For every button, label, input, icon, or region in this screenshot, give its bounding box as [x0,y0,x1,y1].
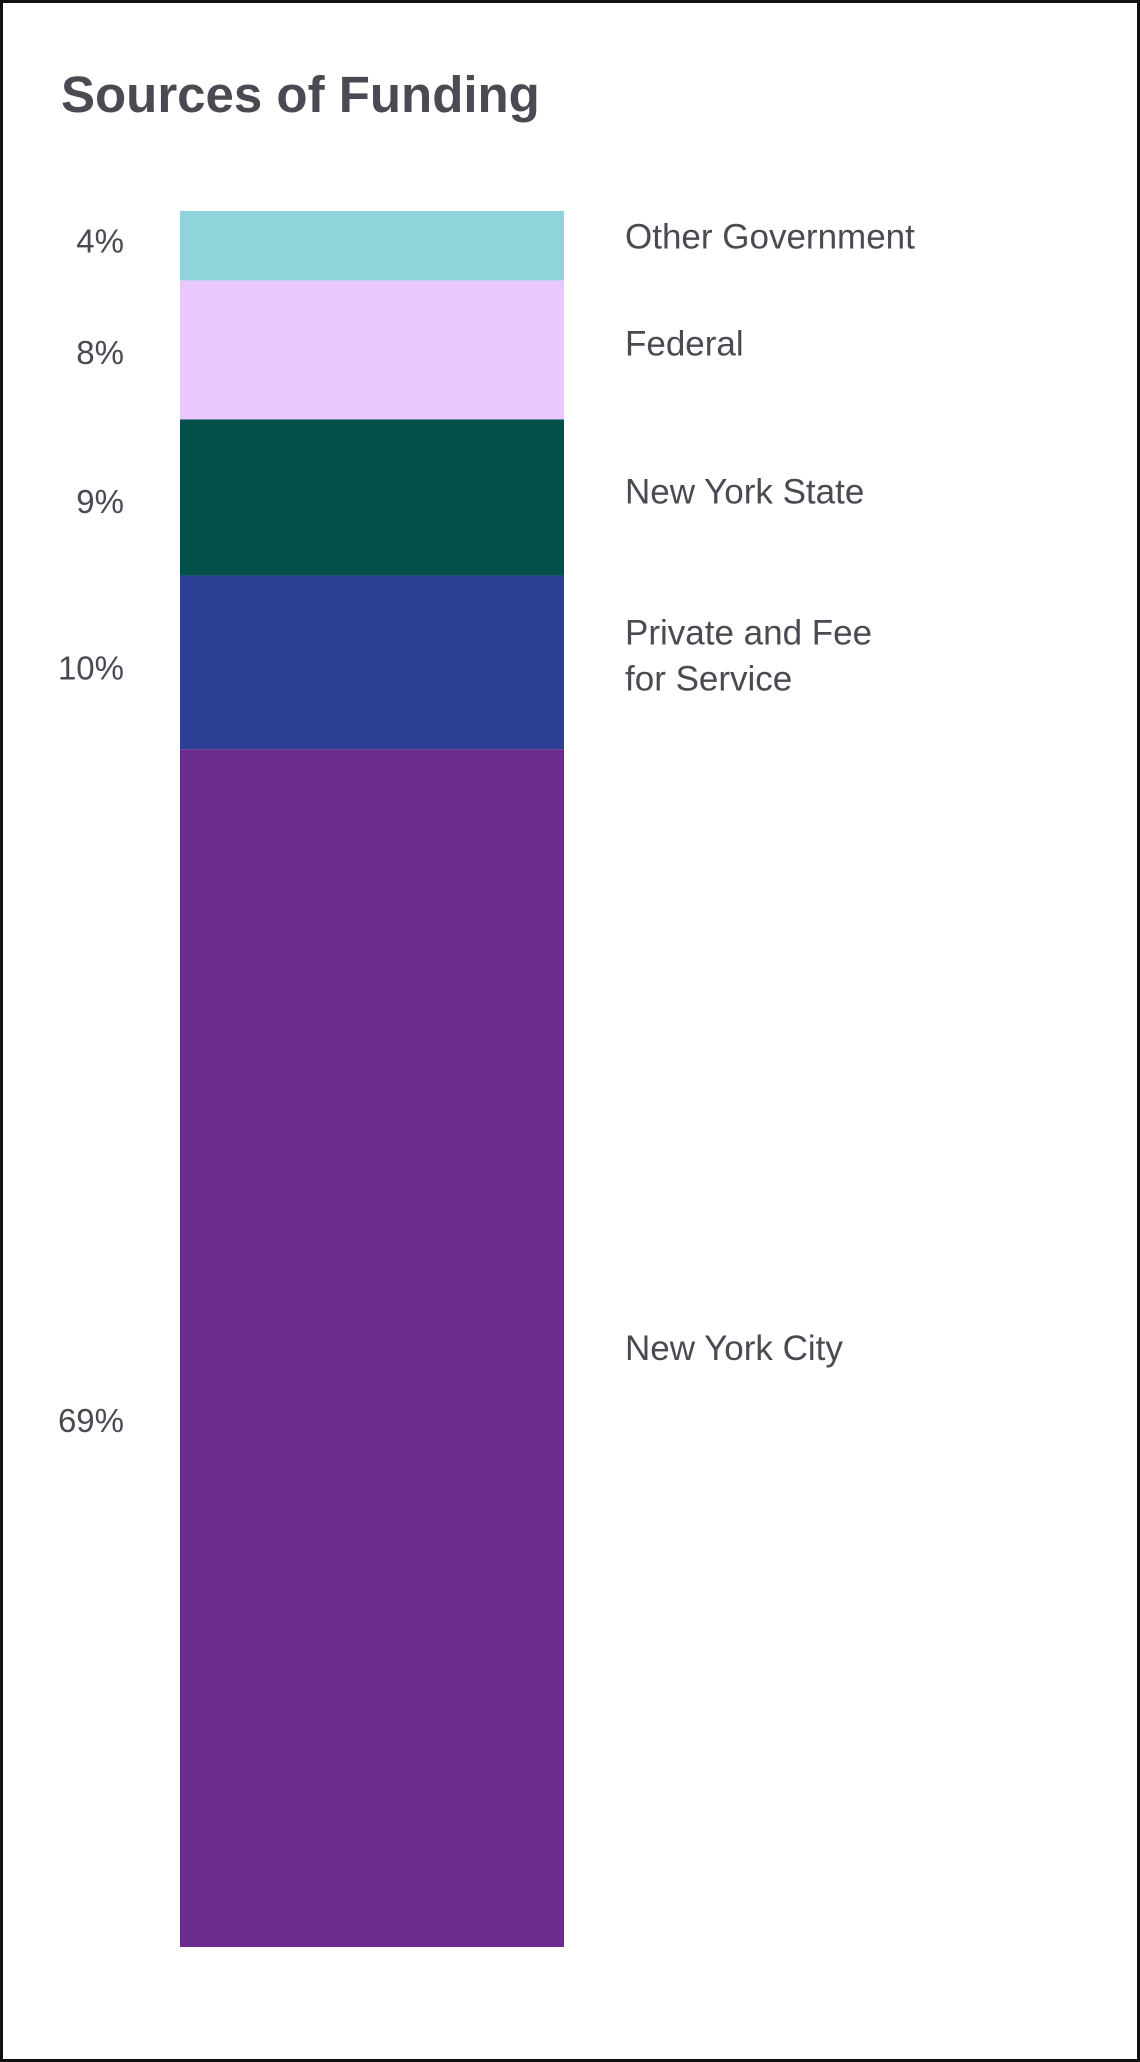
category-label-line: New York State [625,472,864,511]
value-label-other-government: 4% [76,223,124,260]
value-label-private-and-fee-for-service: 10% [58,650,124,687]
category-label-line: for Service [625,660,792,699]
bar-segment-private-and-fee-for-service [180,575,564,750]
category-label-new-york-city: New York City [625,1329,843,1368]
category-label-line: New York City [625,1329,843,1368]
bar-segment-other-government [180,211,564,281]
bar-segment-federal [180,280,564,420]
value-label-new-york-city: 69% [58,1402,124,1439]
value-label-new-york-state: 9% [76,483,124,520]
category-label-other-government: Other Government [625,217,915,256]
category-label-line: Other Government [625,217,915,256]
category-label-line: Private and Fee [625,614,872,653]
category-label-federal: Federal [625,324,744,363]
category-label-line: Federal [625,324,744,363]
bar-segment-new-york-state [180,419,564,576]
category-label-new-york-state: New York State [625,472,864,511]
category-label-private-and-fee-for-service: Private and Fee for Service [625,614,872,699]
bar-segment-new-york-city [180,749,564,1948]
chart-title: Sources of Funding [61,66,540,123]
value-label-federal: 8% [76,334,124,371]
